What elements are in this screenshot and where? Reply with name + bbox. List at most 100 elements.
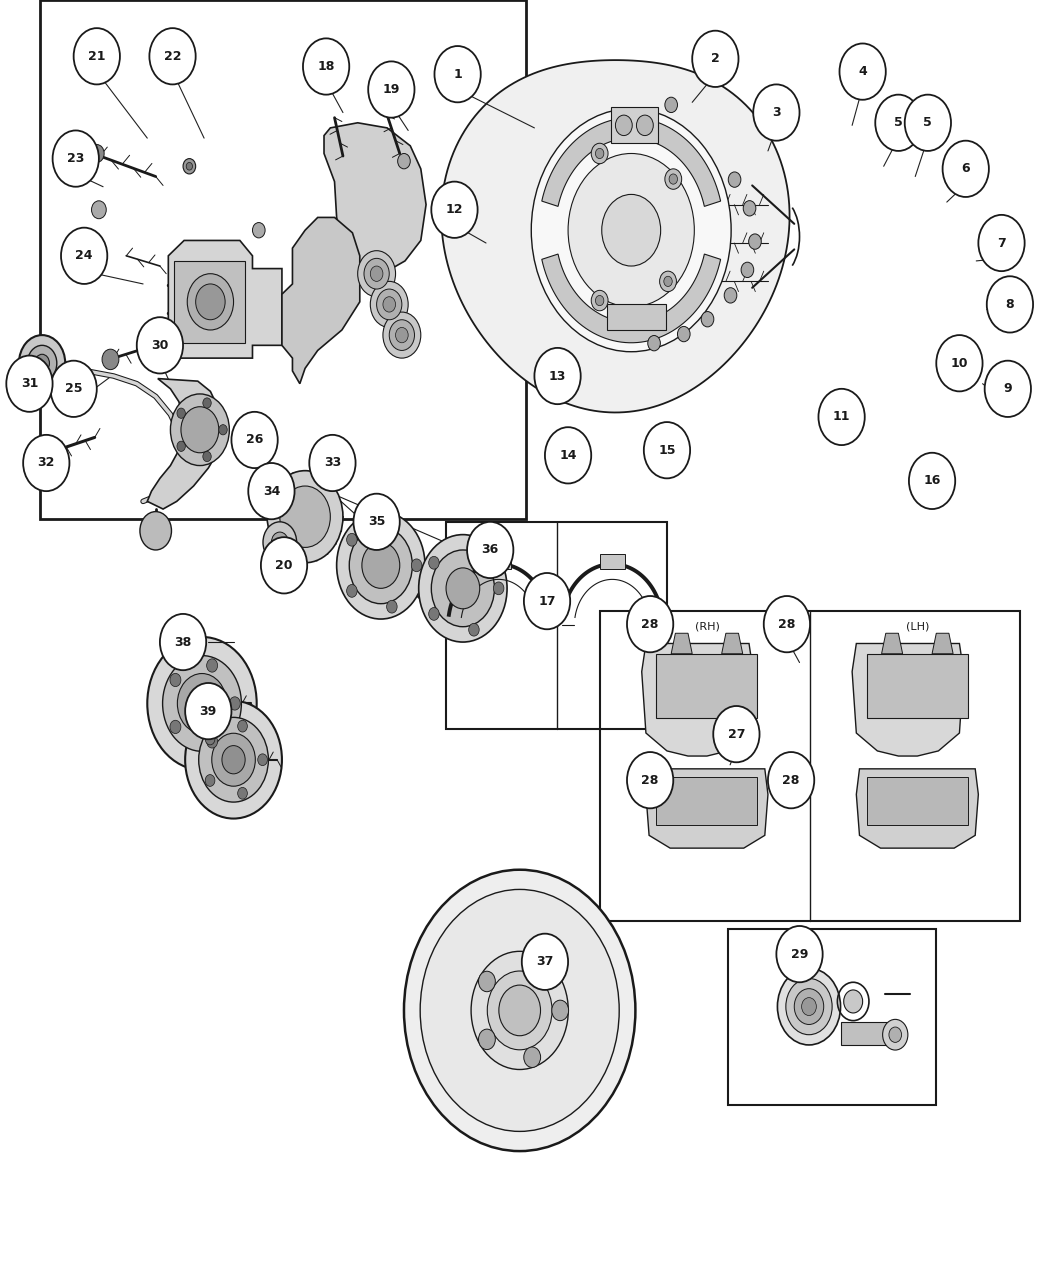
Circle shape: [219, 425, 227, 435]
Circle shape: [777, 968, 841, 1045]
Circle shape: [186, 162, 193, 170]
Circle shape: [524, 1048, 541, 1068]
Circle shape: [985, 361, 1031, 417]
Bar: [867, 654, 968, 718]
Circle shape: [74, 28, 120, 84]
Circle shape: [420, 889, 620, 1132]
Text: 20: 20: [276, 559, 292, 572]
Circle shape: [222, 746, 245, 774]
Polygon shape: [282, 217, 360, 384]
Circle shape: [383, 297, 396, 312]
Circle shape: [905, 95, 951, 151]
Text: 1: 1: [453, 68, 462, 81]
Circle shape: [802, 998, 816, 1016]
Text: 29: 29: [791, 948, 808, 961]
Circle shape: [664, 276, 672, 286]
Text: 15: 15: [659, 444, 675, 457]
Polygon shape: [147, 379, 221, 509]
Text: 22: 22: [164, 50, 181, 63]
Circle shape: [469, 541, 480, 554]
Circle shape: [23, 435, 69, 491]
Circle shape: [644, 422, 690, 478]
Polygon shape: [856, 769, 978, 848]
Circle shape: [786, 978, 832, 1035]
Text: 4: 4: [858, 65, 867, 78]
Text: 38: 38: [175, 636, 191, 648]
Text: 18: 18: [318, 60, 335, 73]
Circle shape: [889, 1027, 902, 1042]
Circle shape: [267, 471, 343, 563]
Bar: [611, 107, 658, 143]
Circle shape: [909, 453, 955, 509]
Circle shape: [6, 356, 53, 412]
Circle shape: [753, 84, 800, 141]
Circle shape: [768, 752, 814, 808]
Circle shape: [309, 435, 356, 491]
Circle shape: [147, 637, 257, 770]
Text: 35: 35: [368, 515, 385, 528]
Circle shape: [702, 312, 714, 327]
Circle shape: [398, 153, 410, 169]
Bar: [656, 654, 757, 718]
Circle shape: [713, 706, 760, 762]
Polygon shape: [542, 118, 721, 206]
Circle shape: [185, 701, 282, 819]
Circle shape: [728, 171, 741, 187]
Circle shape: [258, 753, 267, 766]
Circle shape: [595, 295, 604, 306]
Bar: [174, 261, 245, 343]
Circle shape: [271, 532, 288, 553]
Circle shape: [358, 251, 396, 297]
Text: 7: 7: [997, 237, 1006, 249]
Text: 28: 28: [642, 618, 659, 631]
Circle shape: [50, 361, 97, 417]
Circle shape: [551, 1000, 568, 1021]
Circle shape: [89, 145, 104, 162]
Circle shape: [568, 153, 694, 307]
Circle shape: [591, 143, 608, 164]
Circle shape: [741, 262, 753, 278]
Circle shape: [743, 201, 755, 216]
Circle shape: [196, 284, 225, 320]
Circle shape: [19, 335, 65, 391]
Circle shape: [205, 733, 215, 744]
Text: 28: 28: [642, 774, 659, 787]
Text: 34: 34: [263, 485, 280, 498]
Circle shape: [839, 43, 886, 100]
Circle shape: [183, 159, 196, 174]
Text: 21: 21: [88, 50, 105, 63]
Circle shape: [163, 656, 241, 751]
Text: 11: 11: [833, 411, 850, 423]
Circle shape: [692, 31, 739, 87]
Circle shape: [419, 535, 507, 642]
Circle shape: [362, 542, 400, 588]
Circle shape: [978, 215, 1025, 271]
Circle shape: [149, 28, 196, 84]
Circle shape: [370, 266, 383, 281]
Circle shape: [794, 989, 824, 1024]
Bar: [600, 554, 625, 569]
Text: 32: 32: [38, 457, 55, 469]
Circle shape: [170, 394, 229, 466]
Text: 6: 6: [962, 162, 970, 175]
Circle shape: [595, 148, 604, 159]
Circle shape: [648, 335, 661, 350]
Polygon shape: [168, 240, 282, 358]
Text: 14: 14: [560, 449, 576, 462]
Circle shape: [545, 427, 591, 483]
Circle shape: [428, 608, 439, 620]
Bar: [728, 929, 936, 1105]
Bar: [40, 0, 526, 519]
Text: 5: 5: [894, 116, 903, 129]
Circle shape: [206, 734, 218, 748]
Circle shape: [522, 934, 568, 990]
Circle shape: [364, 258, 389, 289]
Text: 37: 37: [537, 955, 553, 968]
Polygon shape: [932, 633, 953, 654]
Text: 26: 26: [246, 434, 263, 446]
Circle shape: [602, 194, 661, 266]
Bar: [867, 776, 968, 825]
Circle shape: [35, 354, 49, 372]
Circle shape: [346, 533, 357, 546]
Circle shape: [636, 115, 653, 136]
